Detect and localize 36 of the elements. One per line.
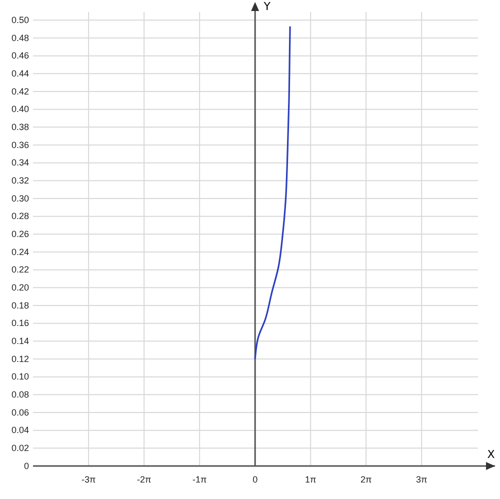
y-tick-label: 0.16	[11, 318, 29, 328]
y-tick-label: 0.34	[11, 158, 29, 168]
y-tick-label: 0.38	[11, 122, 29, 132]
y-tick-label: 0.44	[11, 68, 29, 79]
y-tick-label: 0.46	[11, 50, 29, 61]
x-tick-label: 0	[252, 474, 258, 484]
y-tick-label: 0.10	[11, 372, 29, 382]
x-tick-label: -3π	[81, 474, 96, 484]
y-tick-label: 0.32	[11, 176, 29, 186]
y-tick-label: 0.40	[11, 104, 29, 114]
line-series	[254, 26, 291, 360]
y-tick-label: 0	[24, 460, 29, 471]
y-tick-label: 0.14	[11, 336, 29, 346]
x-tick-label: 2π	[360, 474, 372, 484]
y-tick-label: 0.02	[11, 443, 29, 454]
x-tick-label: -1π	[192, 474, 207, 484]
y-tick-label: 0.20	[11, 282, 29, 293]
y-tick-label: 0.36	[11, 140, 29, 150]
x-axis-title: X	[487, 448, 496, 461]
y-tick-label: 0.22	[11, 264, 29, 275]
y-tick-label: 0.04	[11, 425, 29, 436]
y-tick-label: 0.08	[11, 390, 29, 400]
y-tick-label: 0.50	[11, 15, 29, 26]
y-axis-title: Y	[262, 0, 271, 13]
y-tick-label: 0.26	[11, 229, 29, 240]
x-tick-label: -2π	[136, 474, 152, 484]
y-tick-label: 0.28	[11, 211, 29, 222]
y-tick-label: 0.18	[11, 300, 29, 310]
y-tick-label: 0.12	[11, 354, 29, 364]
y-tick-label: 0.48	[11, 32, 29, 43]
x-tick-label: 3π	[416, 474, 428, 484]
y-tick-label: 0.06	[11, 407, 29, 418]
y-tick-label: 0.42	[11, 86, 29, 96]
y-tick-label: 0.30	[11, 193, 29, 204]
x-tick-label: 1π	[304, 474, 316, 484]
y-tick-label: 0.24	[11, 246, 29, 257]
